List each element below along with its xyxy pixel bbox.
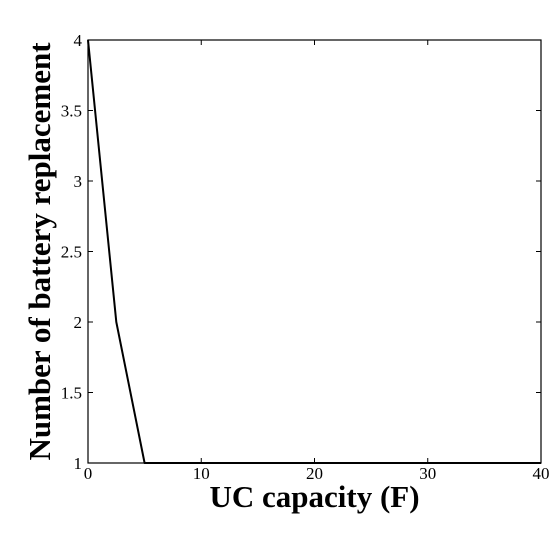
x-tick-label: 20: [306, 464, 323, 483]
x-tick-label: 0: [84, 464, 93, 483]
y-tick-label: 2.5: [61, 243, 82, 262]
y-tick-label: 2: [74, 313, 83, 332]
y-tick-label: 1: [74, 454, 83, 473]
x-tick-label: 10: [193, 464, 210, 483]
y-tick-label: 3.5: [61, 102, 82, 121]
x-axis: 0 10 20 30 40: [84, 40, 550, 483]
plot-frame: [87, 39, 542, 464]
y-tick-label: 3: [74, 172, 83, 191]
y-tick-label: 1.5: [61, 384, 82, 403]
y-tick-label: 4: [74, 31, 83, 50]
x-tick-label: 40: [533, 464, 550, 483]
x-tick-label: 30: [419, 464, 436, 483]
series-line-0: [87, 39, 541, 464]
y-axis-title: Number of battery replacement: [22, 42, 57, 461]
x-axis-title: UC capacity (F): [209, 479, 419, 514]
series-lines: [87, 39, 541, 464]
y-axis: 1 1.5 2 2.5 3 3.5 4: [61, 31, 541, 473]
